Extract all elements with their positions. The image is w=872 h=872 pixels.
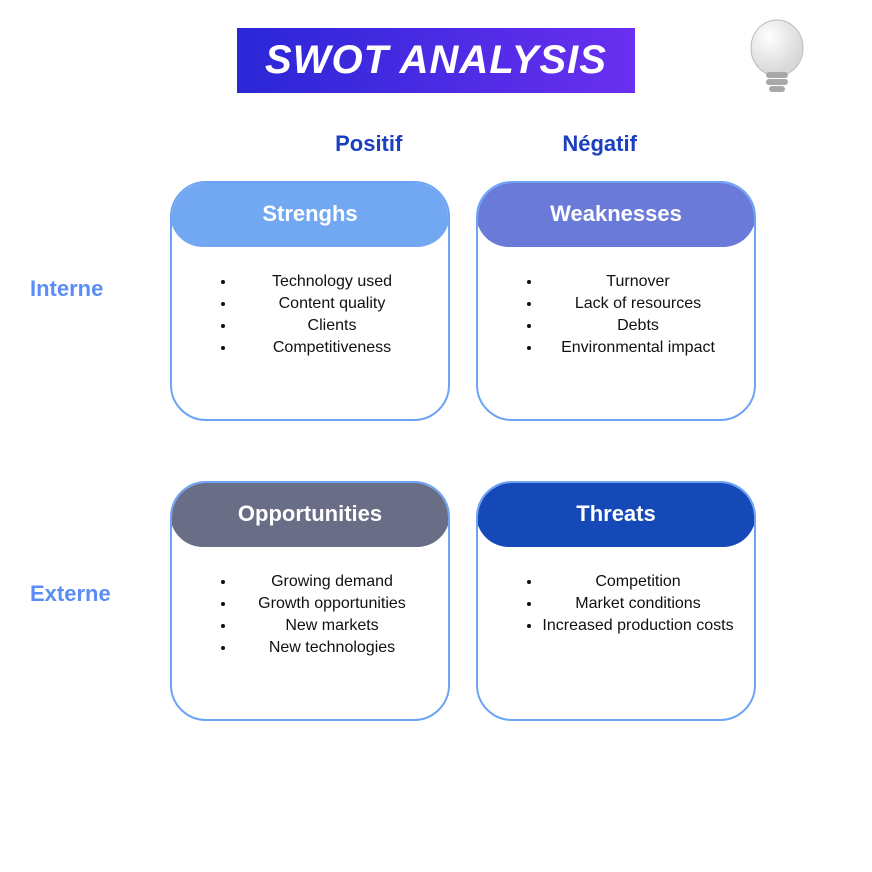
title-text: SWOT ANALYSIS [265,38,607,82]
title-row: SWOT ANALYSIS [0,0,872,93]
swot-body-threats: CompetitionMarket conditionsIncreased pr… [478,547,754,665]
row-header-external: Externe [30,581,111,607]
swot-header-strengths: Strenghs [170,181,450,247]
swot-list-item: Competition [542,571,734,593]
swot-card-threats: Threats CompetitionMarket conditionsIncr… [476,481,756,721]
swot-body-weaknesses: TurnoverLack of resourcesDebtsEnvironmen… [478,247,754,387]
swot-list-item: New markets [236,615,428,637]
swot-list-item: Lack of resources [542,293,734,315]
swot-list-item: Growing demand [236,571,428,593]
swot-list-item: New technologies [236,637,428,659]
swot-header-weaknesses: Weaknesses [476,181,756,247]
row-header-internal: Interne [30,276,103,302]
swot-list-strengths: Technology usedContent qualityClientsCom… [192,271,428,359]
swot-card-strengths: Strenghs Technology usedContent qualityC… [170,181,450,421]
column-headers: Positif Négatif [100,131,872,157]
swot-list-item: Growth opportunities [236,593,428,615]
swot-list-item: Increased production costs [542,615,734,637]
column-header-negative: Négatif [562,131,637,157]
swot-header-label: Threats [576,501,655,527]
swot-list-item: Market conditions [542,593,734,615]
swot-body-strengths: Technology usedContent qualityClientsCom… [172,247,448,387]
swot-list-opportunities: Growing demandGrowth opportunitiesNew ma… [192,571,428,659]
swot-header-label: Weaknesses [550,201,682,227]
swot-grid: Strenghs Technology usedContent qualityC… [170,181,872,721]
swot-list-item: Competitiveness [236,337,428,359]
swot-card-weaknesses: Weaknesses TurnoverLack of resourcesDebt… [476,181,756,421]
lightbulb-icon [742,18,812,98]
swot-header-label: Opportunities [238,501,382,527]
swot-list-threats: CompetitionMarket conditionsIncreased pr… [498,571,734,637]
swot-list-item: Clients [236,315,428,337]
swot-header-threats: Threats [476,481,756,547]
swot-card-opportunities: Opportunities Growing demandGrowth oppor… [170,481,450,721]
swot-grid-wrap: Interne Externe Strenghs Technology used… [0,181,872,721]
swot-list-item: Content quality [236,293,428,315]
swot-list-item: Technology used [236,271,428,293]
swot-header-opportunities: Opportunities [170,481,450,547]
column-header-positive: Positif [335,131,402,157]
swot-list-item: Debts [542,315,734,337]
swot-header-label: Strenghs [262,201,357,227]
swot-list-weaknesses: TurnoverLack of resourcesDebtsEnvironmen… [498,271,734,359]
swot-list-item: Turnover [542,271,734,293]
swot-list-item: Environmental impact [542,337,734,359]
swot-body-opportunities: Growing demandGrowth opportunitiesNew ma… [172,547,448,687]
page-title: SWOT ANALYSIS [237,28,635,93]
